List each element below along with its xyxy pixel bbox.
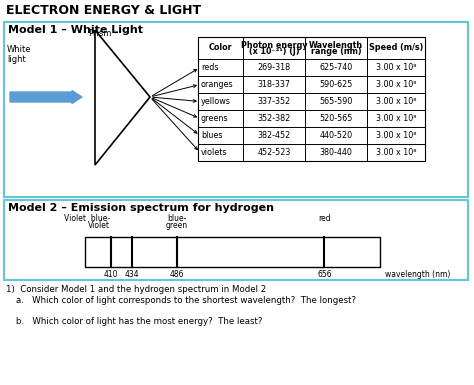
Text: greens: greens: [201, 114, 228, 123]
Text: yellows: yellows: [201, 97, 231, 106]
Text: 410: 410: [104, 270, 118, 279]
Text: wavelength (nm): wavelength (nm): [385, 270, 450, 279]
Text: b.   Which color of light has the most energy?  The least?: b. Which color of light has the most ene…: [16, 317, 263, 326]
Text: Color: Color: [209, 44, 232, 52]
Text: 625-740: 625-740: [319, 63, 353, 72]
Text: 440-520: 440-520: [319, 131, 353, 140]
Text: violets: violets: [201, 148, 228, 157]
Text: 590-625: 590-625: [319, 80, 353, 89]
Text: 380-440: 380-440: [319, 148, 353, 157]
Text: Prism: Prism: [88, 29, 111, 38]
Text: Model 1 – White Light: Model 1 – White Light: [8, 25, 143, 35]
Text: Violet: Violet: [88, 221, 110, 230]
Text: reds: reds: [201, 63, 219, 72]
Text: Speed (m/s): Speed (m/s): [369, 44, 423, 52]
Text: 452-523: 452-523: [257, 148, 291, 157]
Text: red: red: [318, 214, 331, 223]
Text: 337-352: 337-352: [257, 97, 291, 106]
Text: Model 2 – Emission spectrum for hydrogen: Model 2 – Emission spectrum for hydrogen: [8, 203, 274, 213]
Text: 1)  Consider Model 1 and the hydrogen spectrum in Model 2: 1) Consider Model 1 and the hydrogen spe…: [6, 285, 266, 294]
Bar: [4, 200, 468, 280]
Text: oranges: oranges: [201, 80, 234, 89]
Text: 434: 434: [125, 270, 139, 279]
Text: a.   Which color of light corresponds to the shortest wavelength?  The longest?: a. Which color of light corresponds to t…: [16, 296, 356, 305]
Text: Wavelength: Wavelength: [309, 40, 363, 50]
Text: 3.00 x 10⁸: 3.00 x 10⁸: [376, 148, 416, 157]
Text: 3.00 x 10⁸: 3.00 x 10⁸: [376, 97, 416, 106]
Text: 3.00 x 10⁸: 3.00 x 10⁸: [376, 63, 416, 72]
Text: 3.00 x 10⁸: 3.00 x 10⁸: [376, 80, 416, 89]
Text: 565-590: 565-590: [319, 97, 353, 106]
Text: 318-337: 318-337: [257, 80, 291, 89]
Text: range (nm): range (nm): [310, 47, 361, 57]
Text: 3.00 x 10⁸: 3.00 x 10⁸: [376, 131, 416, 140]
Text: ELECTRON ENERGY & LIGHT: ELECTRON ENERGY & LIGHT: [6, 4, 201, 17]
Bar: [85, 237, 380, 267]
Text: White
light: White light: [7, 45, 31, 64]
Text: 486: 486: [170, 270, 184, 279]
Text: (x 10⁻²¹) (J): (x 10⁻²¹) (J): [249, 47, 299, 57]
Text: blues: blues: [201, 131, 222, 140]
Text: 656: 656: [317, 270, 332, 279]
Text: 520-565: 520-565: [319, 114, 353, 123]
FancyArrow shape: [10, 90, 82, 104]
Text: Photon energy: Photon energy: [241, 40, 307, 50]
Text: Violet  blue-: Violet blue-: [64, 214, 110, 223]
Text: blue-: blue-: [167, 214, 187, 223]
Text: 3.00 x 10⁸: 3.00 x 10⁸: [376, 114, 416, 123]
Bar: [4, 22, 468, 197]
Text: 269-318: 269-318: [257, 63, 291, 72]
Text: 382-452: 382-452: [257, 131, 291, 140]
Text: green: green: [166, 221, 188, 230]
Text: 352-382: 352-382: [257, 114, 291, 123]
Bar: [198, 37, 425, 161]
